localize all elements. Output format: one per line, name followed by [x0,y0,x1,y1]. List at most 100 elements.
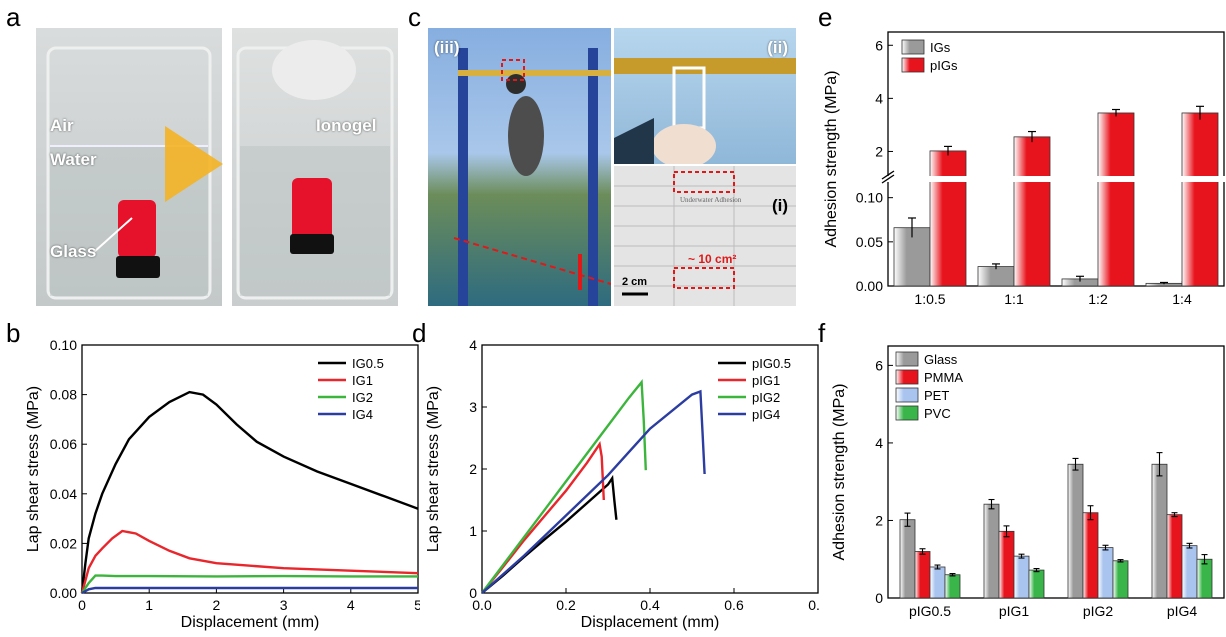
panel-label-c: c [408,2,421,32]
bar-Glass-pIG1 [983,503,1000,599]
y-axis-label: Adhesion strength (MPa) [823,71,840,248]
label-ionogel: Ionogel [316,116,377,135]
y-axis-label: Adhesion strength (MPa) [831,384,848,561]
x-axis-label: Displacement (mm) [181,614,320,631]
x-tick-label: 0 [78,597,86,613]
y-tick-label: 0.02 [50,535,77,551]
x-tick-label: 1 [145,597,153,613]
label-scale: 2 cm [622,276,648,288]
legend-label-pIG2: pIG2 [752,390,780,405]
series-line-pIG4 [481,389,706,594]
x-tick-label: 3 [280,597,288,613]
legend-swatch-PMMA [895,369,919,385]
beaker-right-drawing [236,40,394,300]
bar-PMMA-pIG2 [1082,512,1099,599]
x-tick-label: 1:0.5 [914,291,945,307]
label-water: Water [50,150,97,169]
y-axis-label: Lap shear stress (MPa) [25,386,42,552]
bar-PET-pIG4 [1181,545,1198,599]
y-tick-label: 0 [875,590,883,606]
x-tick-label: pIG1 [999,603,1030,619]
bar-pIGs-1:2 [1097,112,1135,287]
axis-break-mark [881,170,895,180]
series-line-IG1 [80,529,419,594]
plot-frame [81,344,419,594]
legend-label-pIG1: pIG1 [752,373,780,388]
photo-pullup: (iii) [428,28,611,306]
y-tick-label: 0.10 [50,337,77,353]
legend-label-IG4: IG4 [352,407,373,422]
x-tick-label: 1:1 [1004,291,1024,307]
bar-IGs-1:1 [977,266,1015,287]
legend-label-pIG0.5: pIG0.5 [752,356,791,371]
x-tick-label: pIG4 [1167,603,1198,619]
panel-label-b: b [6,318,21,348]
y-tick-label: 6 [875,357,883,373]
label-area: ~ 10 cm² [688,252,737,266]
legend-swatch-PET [895,387,919,403]
bar-PMMA-pIG1 [998,530,1015,599]
x-axis-label: Displacement (mm) [581,614,720,631]
legend-swatch-IGs [901,39,925,55]
plot-frame [887,345,1225,599]
bar-PMMA-pIG4 [1166,514,1183,599]
panel-label-a: a [6,2,21,32]
legend-swatch-pIGs [901,57,925,73]
y-tick-label: 0.00 [50,585,77,601]
series-line-pIG1 [481,441,605,594]
bar-Glass-pIG4 [1151,463,1168,599]
label-iii: (iii) [434,38,460,57]
bar-PET-pIG1 [1013,555,1030,599]
legend-label-PMMA: PMMA [924,370,963,385]
arrow-icon [165,126,223,202]
photo-hook: (ii) [614,28,796,164]
y-tick-label: 2 [875,143,883,159]
x-tick-label: 0.2 [556,597,576,613]
y-tick-label: 0.06 [50,436,77,452]
y-tick-label: 1 [469,523,477,539]
hook-drawing [614,58,796,164]
axis-break-mark [881,174,895,184]
x-tick-label: pIG0.5 [909,603,951,619]
series-line-IG0.5 [80,390,419,594]
bar-PVC-pIG2 [1112,560,1129,599]
y-tick-label: 0.10 [856,190,883,206]
legend-label-IG2: IG2 [352,390,373,405]
bar-PVC-pIG0.5 [944,574,961,599]
x-tick-label: 1:4 [1172,291,1192,307]
photo-tiles: Underwater Adhesion (i) ~ 10 cm² 2 cm [614,166,796,306]
bar-PVC-pIG4 [1196,558,1213,599]
x-tick-label: 0.4 [640,597,660,613]
legend-label-PET: PET [924,388,949,403]
y-tick-label: 4 [875,435,883,451]
tile-text: Underwater Adhesion [680,196,742,204]
label-air: Air [50,116,74,135]
x-tick-label: 2 [213,597,221,613]
label-i: (i) [771,196,788,215]
series-line-IG2 [81,574,418,594]
panel-label-d: d [412,318,427,348]
y-tick-label: 4 [469,337,477,353]
y-tick-label: 0.05 [856,234,883,250]
y-tick-label: 0.04 [50,486,77,502]
tiles-drawing [614,166,796,306]
x-tick-label: 0.8 [808,597,820,613]
photo-beaker-right: Ionogel [232,28,398,306]
x-tick-label: 0.0 [472,597,492,613]
y-tick-label: 0 [469,585,477,601]
legend-label-pIGs: pIGs [930,58,958,73]
pullup-drawing [453,48,611,306]
series-line-IG4 [81,586,418,595]
panel-label-f: f [818,318,826,348]
legend-label-IG0.5: IG0.5 [352,356,384,371]
bar-PET-pIG2 [1097,547,1114,599]
legend-label-IGs: IGs [930,40,951,55]
x-tick-label: 5 [414,597,420,613]
bar-pIGs-1:1 [1013,136,1051,287]
y-axis-label: Lap shear stress (MPa) [425,386,442,552]
legend-label-PVC: PVC [924,406,951,421]
bar-pIGs-1:4 [1181,112,1219,287]
plot-frame [887,31,1225,287]
y-tick-label: 6 [875,37,883,53]
bar-Glass-pIG0.5 [899,519,916,599]
